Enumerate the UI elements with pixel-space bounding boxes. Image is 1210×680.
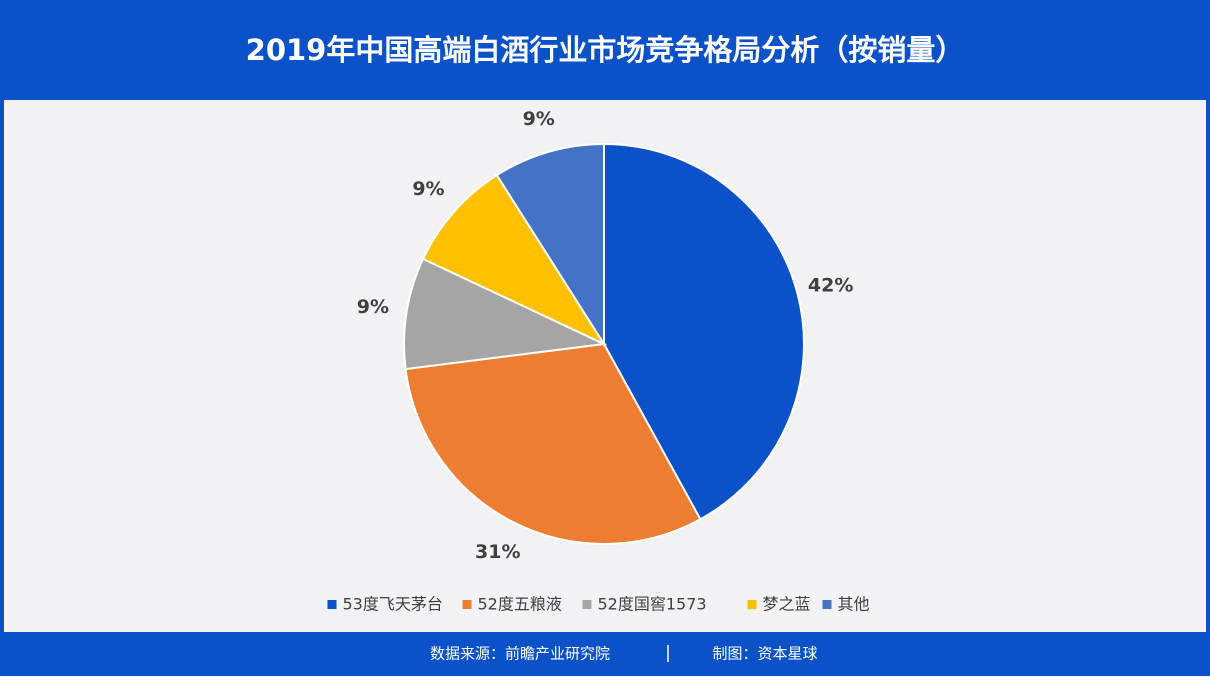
- credit: 制图：资本星球: [712, 645, 817, 663]
- legend-swatch: [747, 600, 757, 609]
- data-label: 9%: [523, 108, 555, 130]
- pie: 42% 31% 9% 9% 9%: [357, 108, 854, 563]
- pie-slice: [603, 142, 805, 521]
- data-label: 31%: [475, 541, 520, 563]
- legend-label: 52度五粮液: [478, 595, 562, 614]
- pie-slice: [404, 342, 702, 545]
- legend-label: 53度飞天茅台: [343, 595, 443, 614]
- chart-title: 2019年中国高端白酒行业市场竞争格局分析（按销量）: [246, 33, 965, 67]
- source: 数据来源：前瞻产业研究院: [430, 645, 610, 663]
- pie-slice: [421, 173, 607, 347]
- legend-swatch: [822, 600, 832, 609]
- legend: 53度飞天茅台 52度五粮液 52度国窖1573 梦之蓝 其他: [327, 595, 870, 614]
- legend-label: 梦之蓝: [763, 595, 811, 614]
- legend-label: 52度国窖1573: [598, 595, 707, 614]
- legend-swatch: [462, 600, 472, 609]
- legend-swatch: [582, 600, 592, 609]
- pie-slice: [495, 142, 605, 348]
- data-label: 9%: [412, 178, 444, 200]
- legend-swatch: [327, 600, 337, 609]
- pie-slice: [403, 257, 608, 371]
- data-label: 9%: [357, 296, 389, 318]
- data-label: 42%: [808, 274, 853, 296]
- legend-label: 其他: [838, 595, 870, 614]
